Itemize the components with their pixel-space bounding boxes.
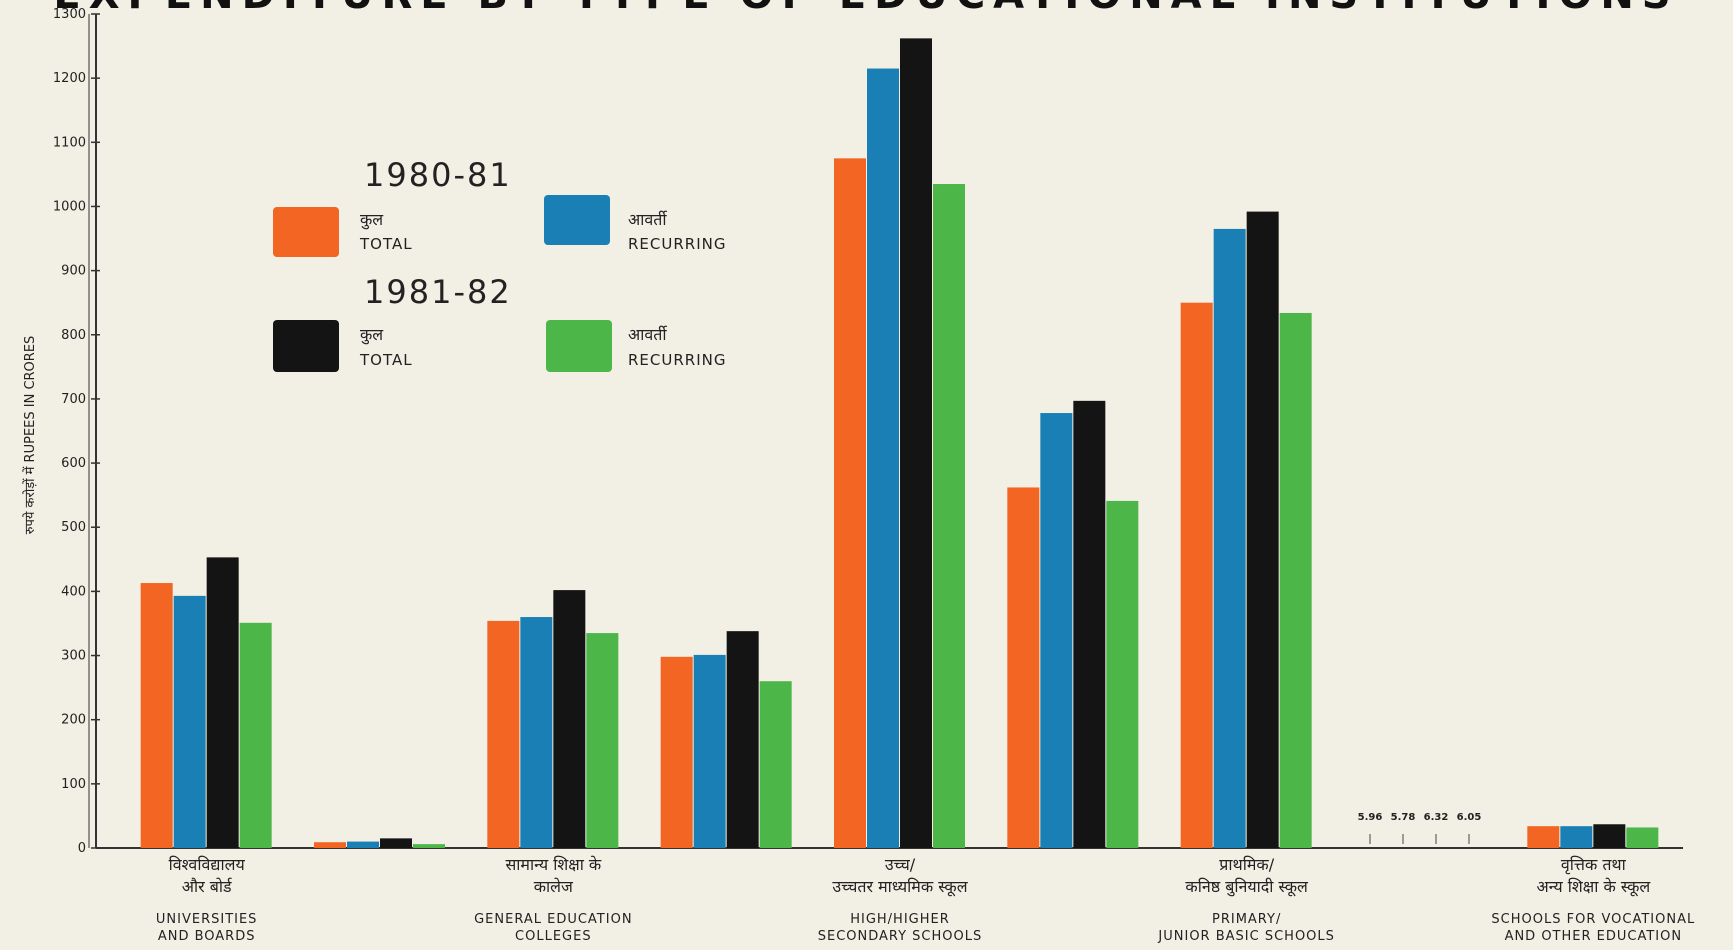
data-label: 6.32 (1424, 812, 1449, 823)
legend-label-1981-82-recurring: RECURRING (628, 351, 726, 369)
y-tick-label: 500 (61, 520, 86, 535)
bar (1246, 211, 1279, 848)
y-tick-label: 300 (61, 649, 86, 664)
legend-label-1980-81-recurring-hindi: आवर्ती (628, 210, 667, 229)
y-tick-label: 200 (61, 713, 86, 728)
category-label-hindi: उच्चतर माध्यमिक स्कूल (832, 877, 968, 897)
bar (1106, 500, 1139, 848)
bar (487, 620, 520, 848)
y-tick-label: 900 (61, 264, 86, 279)
category-label-hindi: सामान्य शिक्षा के (505, 855, 601, 874)
category-label-hindi: उच्च/ (885, 855, 916, 874)
bar (206, 557, 239, 848)
y-tick-label: 100 (61, 777, 86, 792)
legend-label-1981-82-total-hindi: कुल (360, 325, 384, 345)
category-label: AND OTHER EDUCATION (1505, 929, 1683, 944)
y-tick-label: 1100 (53, 135, 86, 150)
bar (1279, 312, 1312, 848)
bar (660, 656, 693, 848)
legend-swatch-1981-82-recurring (546, 320, 612, 372)
bar (1560, 826, 1593, 848)
bar (1626, 827, 1659, 848)
bar (1007, 487, 1040, 848)
bar (380, 838, 412, 848)
legend-year-1981-82: 1981-82 (364, 273, 512, 311)
data-label: 5.78 (1391, 812, 1416, 823)
bar (553, 590, 586, 848)
y-tick-label: 1300 (53, 7, 86, 22)
y-axis-ticks: 0 100 200 300 400 500 600 700 800 900 1000 1100 1200… (53, 7, 100, 856)
category-label: JUNIOR BASIC SCHOOLS (1157, 929, 1334, 944)
legend-label-1980-81-recurring: RECURRING (628, 235, 726, 253)
bar (173, 595, 206, 848)
legend-label-1980-81-total-hindi: कुल (360, 210, 384, 230)
category-label-hindi: कालेज (534, 877, 574, 896)
bar (239, 622, 272, 848)
bar (1040, 413, 1073, 848)
bar (726, 631, 759, 848)
y-axis-label: रुपये करोड़ों में RUPEES IN CRORES (22, 336, 38, 535)
bar (900, 38, 932, 848)
category-label-hindi: प्राथमिक/ (1219, 855, 1274, 874)
bar (520, 617, 553, 848)
data-label: 5.96 (1358, 812, 1383, 823)
bar (140, 583, 173, 848)
bar (1180, 302, 1213, 848)
legend-swatch-1980-81-total (273, 207, 339, 257)
category-labels-group: विश्वविद्यालय और बोर्ड UNIVERSITIES AND BOA… (156, 855, 1695, 944)
bar (347, 841, 379, 848)
legend-swatch-1980-81-recurring (544, 195, 610, 245)
bar (1527, 826, 1560, 848)
legend-swatch-1981-82-total (273, 320, 339, 372)
bar (586, 633, 619, 848)
data-label: 6.05 (1457, 812, 1482, 823)
y-tick-label: 800 (61, 328, 86, 343)
bar (1213, 228, 1246, 848)
y-tick-label: 0 (78, 841, 86, 856)
legend: 1980-81 कुल TOTAL आवर्ती RECURRING 1981-… (273, 156, 726, 372)
category-label: SCHOOLS FOR VOCATIONAL (1491, 912, 1695, 927)
category-label: SECONDARY SCHOOLS (818, 929, 983, 944)
category-label: COLLEGES (515, 929, 592, 944)
category-label: PRIMARY/ (1212, 912, 1281, 927)
y-tick-label: 1000 (53, 199, 86, 214)
category-label-hindi: कनिष्ठ बुनियादी स्कूल (1185, 877, 1309, 897)
category-label: HIGH/HIGHER (850, 912, 950, 927)
bar (834, 158, 866, 848)
category-label: GENERAL EDUCATION (474, 912, 632, 927)
y-tick-label: 400 (61, 584, 86, 599)
y-tick-label: 700 (61, 392, 86, 407)
category-label: AND BOARDS (158, 929, 256, 944)
bar (933, 184, 965, 848)
bar (413, 844, 445, 848)
bar (693, 654, 726, 848)
y-tick-label: 600 (61, 456, 86, 471)
legend-label-1981-82-total: TOTAL (359, 351, 413, 369)
legend-label-1981-82-recurring-hindi: आवर्ती (628, 325, 667, 344)
legend-year-1980-81: 1980-81 (364, 156, 512, 194)
category-label-hindi: और बोर्ड (182, 877, 233, 896)
bars-group (140, 38, 1659, 849)
bar (867, 68, 899, 849)
category-label-hindi: अन्य शिक्षा के स्कूल (1536, 877, 1651, 897)
category-label: UNIVERSITIES (156, 912, 258, 927)
legend-label-1980-81-total: TOTAL (359, 235, 413, 253)
bar (1593, 824, 1626, 848)
bar (314, 842, 346, 848)
category-label-hindi: वृत्तिक तथा (1561, 855, 1627, 875)
y-tick-label: 1200 (53, 71, 86, 86)
data-labels-group: 5.96 5.78 6.32 6.05 (1358, 812, 1482, 844)
bar (1073, 400, 1106, 848)
chart-title: EXPENDITURE BY TYPE OF EDUCATIONAL INSTI… (53, 0, 1678, 18)
category-label-hindi: विश्वविद्यालय (169, 855, 246, 874)
bar (759, 681, 792, 848)
